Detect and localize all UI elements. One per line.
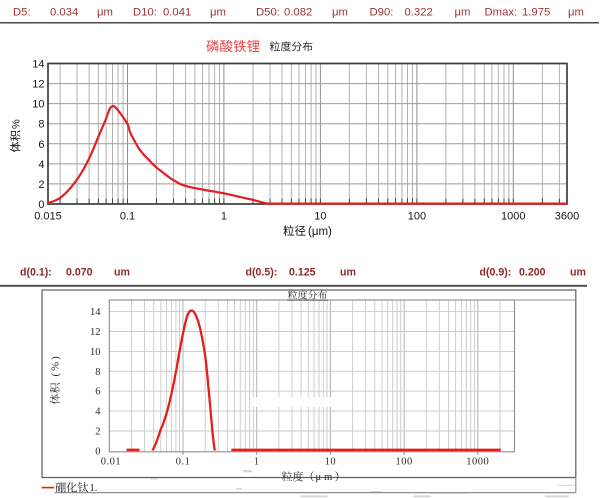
svg-text:4: 4 <box>95 407 101 418</box>
svg-text:μm: μm <box>455 7 471 19</box>
svg-text:1.975: 1.975 <box>522 7 550 19</box>
svg-text:12: 12 <box>32 79 44 91</box>
svg-text:d(0.1):: d(0.1): <box>20 267 52 279</box>
svg-text:100: 100 <box>395 457 412 468</box>
svg-text:(μm): (μm) <box>308 226 332 238</box>
svg-text:Dmax:: Dmax: <box>485 7 518 19</box>
svg-text:0: 0 <box>38 199 44 211</box>
svg-text:2: 2 <box>38 179 44 191</box>
svg-text:1: 1 <box>221 211 227 223</box>
svg-text:1000: 1000 <box>466 457 489 468</box>
svg-text:0.082: 0.082 <box>284 7 312 19</box>
svg-text:0.070: 0.070 <box>66 267 93 279</box>
svg-text:D5:: D5: <box>13 7 31 19</box>
svg-text:6: 6 <box>95 387 100 398</box>
svg-text:d(0.5):: d(0.5): <box>246 267 278 279</box>
svg-text:D10:: D10: <box>133 7 157 19</box>
svg-text:(%): (%) <box>50 354 62 376</box>
svg-text:0.125: 0.125 <box>289 267 316 279</box>
svg-text:10: 10 <box>90 347 101 358</box>
svg-text:10: 10 <box>325 457 337 468</box>
svg-text:14: 14 <box>32 59 44 71</box>
svg-text:8: 8 <box>38 119 44 131</box>
svg-text:0.015: 0.015 <box>34 211 62 223</box>
svg-text:2: 2 <box>95 427 100 438</box>
svg-text:D90:: D90: <box>370 7 394 19</box>
svg-text:10: 10 <box>314 211 326 223</box>
svg-text:1: 1 <box>254 457 260 468</box>
svg-text:4: 4 <box>38 159 44 171</box>
svg-text:10: 10 <box>32 99 44 111</box>
svg-text:0.1: 0.1 <box>176 457 191 468</box>
svg-text:6: 6 <box>38 139 44 151</box>
svg-text:um: um <box>114 267 130 279</box>
svg-text:μm: μm <box>332 7 348 19</box>
svg-text:μm: μm <box>568 7 584 19</box>
svg-text:μm: μm <box>97 7 113 19</box>
svg-text:%: % <box>11 119 23 129</box>
svg-text:um: um <box>570 267 586 279</box>
svg-text:0.041: 0.041 <box>163 7 191 19</box>
svg-text:1000: 1000 <box>501 211 525 223</box>
svg-text:14: 14 <box>90 307 101 318</box>
svg-text:μm: μm <box>210 7 226 19</box>
svg-text:0.322: 0.322 <box>405 7 433 19</box>
svg-text:0.034: 0.034 <box>50 7 78 19</box>
svg-text:D50:: D50: <box>256 7 280 19</box>
svg-text:0.01: 0.01 <box>101 457 121 468</box>
svg-text:3600: 3600 <box>555 211 579 223</box>
svg-text:1.: 1. <box>90 483 98 494</box>
svg-text:0.1: 0.1 <box>120 211 135 223</box>
svg-text:um: um <box>340 267 356 279</box>
svg-text:μm: μm <box>316 472 336 483</box>
svg-text:12: 12 <box>90 327 101 338</box>
svg-text:0.200: 0.200 <box>519 267 546 279</box>
svg-text:100: 100 <box>408 211 426 223</box>
svg-text:0: 0 <box>95 446 100 457</box>
svg-text:8: 8 <box>95 367 100 378</box>
svg-text:d(0.9):: d(0.9): <box>480 267 512 279</box>
